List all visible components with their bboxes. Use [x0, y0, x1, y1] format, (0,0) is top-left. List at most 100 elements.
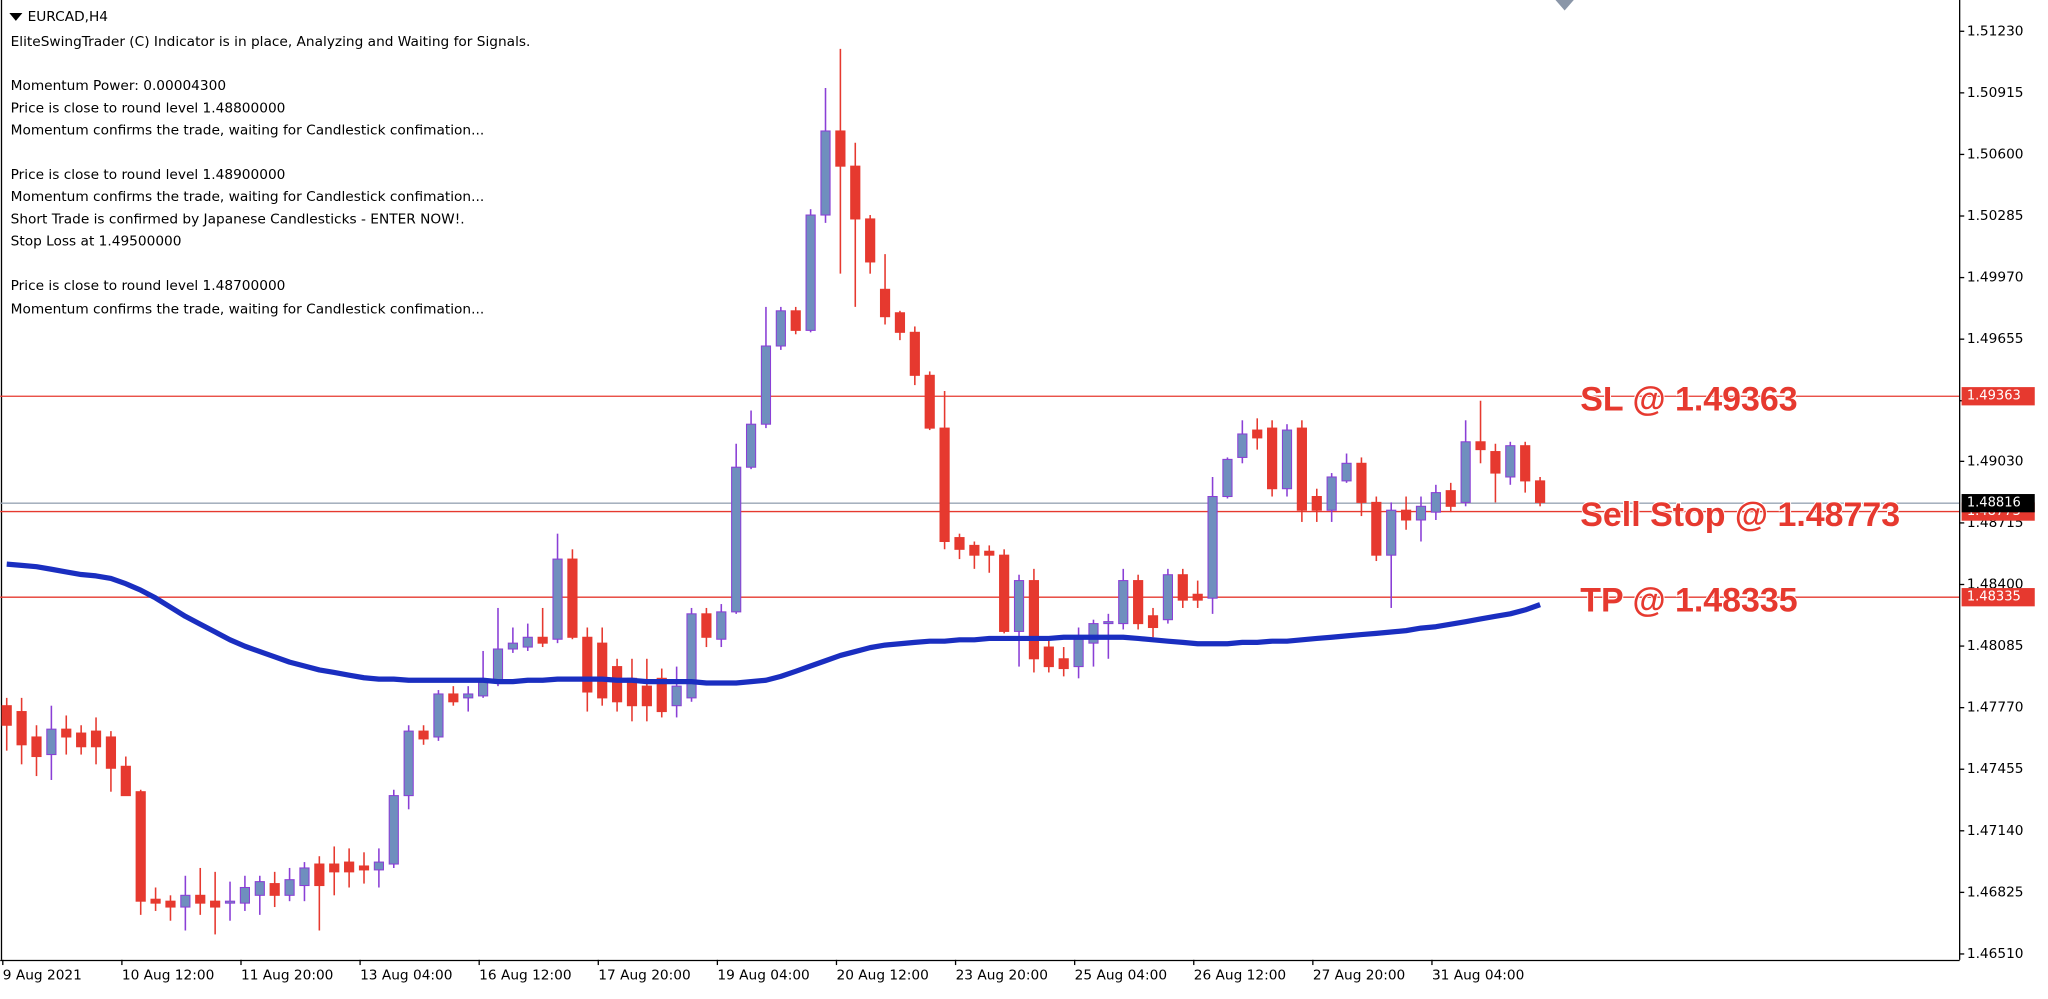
candle-body: [597, 642, 608, 699]
indicator-message: Stop Loss at 1.49500000: [11, 234, 182, 250]
candle-body: [1207, 496, 1218, 599]
candle-body: [1311, 496, 1322, 511]
candle-body: [210, 900, 221, 908]
candle-body: [269, 883, 280, 896]
candle-body: [403, 730, 414, 797]
y-tick-label: 1.51230: [1967, 23, 2024, 39]
candle-body: [567, 558, 578, 638]
candle-body: [865, 218, 876, 263]
candle-body: [61, 728, 72, 738]
indicator-message: Momentum Power: 0.00004300: [11, 78, 226, 94]
candle-body: [1103, 621, 1114, 625]
candle-body: [344, 861, 355, 873]
indicator-message: EliteSwingTrader (C) Indicator is in pla…: [11, 34, 531, 50]
candle-body: [1147, 615, 1159, 629]
y-tick-label: 1.49970: [1967, 270, 2024, 286]
x-tick-label: 23 Aug 20:00: [956, 967, 1048, 983]
y-tick-label: 1.50915: [1967, 85, 2024, 101]
candle-body: [1430, 492, 1441, 513]
candle-body: [775, 310, 786, 347]
x-tick-label: 20 Aug 12:00: [836, 967, 928, 983]
candle-body: [641, 685, 652, 707]
candle-body: [656, 677, 667, 713]
candle-body: [120, 765, 131, 797]
candle-body: [254, 881, 265, 896]
candle-body: [46, 728, 57, 756]
candle-body: [299, 867, 310, 887]
candle-body: [716, 611, 727, 640]
candle-body: [358, 865, 370, 871]
x-tick-label: 10 Aug 12:00: [122, 967, 214, 983]
candle-body: [105, 736, 117, 769]
level-price-label: 1.49363: [1967, 389, 2021, 404]
candle-body: [984, 550, 995, 556]
candle-body: [1371, 501, 1382, 556]
indicator-message: Price is close to round level 1.48800000: [11, 100, 286, 116]
candle-body: [760, 345, 772, 425]
candle-body: [1073, 638, 1084, 668]
candle-body: [731, 466, 742, 613]
candle-body: [745, 423, 757, 468]
candle-body: [1534, 480, 1546, 503]
x-tick-label: 11 Aug 20:00: [241, 967, 333, 983]
symbol-menu-arrow[interactable]: [9, 13, 23, 21]
candle-body: [418, 730, 429, 740]
y-tick-label: 1.49655: [1967, 331, 2024, 347]
candle-body: [1386, 509, 1397, 556]
candle-body: [999, 554, 1010, 632]
candle-body: [805, 214, 816, 331]
candle-body: [314, 863, 325, 887]
candle-body: [1460, 441, 1471, 503]
y-tick-label: 1.50600: [1967, 146, 2024, 162]
candle-body: [1326, 476, 1337, 511]
candle-body: [1192, 593, 1203, 601]
level-price-box: [1961, 588, 2035, 607]
x-tick-label: 27 Aug 20:00: [1313, 967, 1405, 983]
candle-body: [1341, 462, 1352, 482]
x-tick-label: 19 Aug 04:00: [717, 967, 809, 983]
candle-body: [373, 861, 384, 871]
candle-body: [463, 693, 474, 699]
x-tick-label: 13 Aug 04:00: [360, 967, 452, 983]
candle-body: [1296, 427, 1307, 511]
candle-body: [894, 312, 906, 333]
candle-body: [1013, 580, 1025, 632]
candle-body: [492, 648, 504, 683]
y-tick-label: 1.50285: [1967, 208, 2024, 224]
candle-body: [686, 613, 697, 699]
candle-body: [1, 705, 12, 726]
candle-body: [1267, 427, 1278, 490]
candle-body: [478, 681, 489, 697]
candle-body: [582, 636, 593, 693]
x-tick-label: 17 Aug 20:00: [598, 967, 690, 983]
candle-body: [924, 374, 935, 429]
level-annotation: TP @ 1.48335: [1580, 581, 1797, 619]
indicator-message: Price is close to round level 1.48900000: [11, 167, 286, 183]
candle-body: [1237, 433, 1248, 458]
candle-body: [1088, 623, 1099, 644]
candle-body: [1401, 509, 1412, 521]
moving-average-line: [6, 561, 1541, 686]
candle-body: [329, 863, 340, 873]
candle-body: [1505, 445, 1516, 478]
x-tick-label: 9 Aug 2021: [3, 967, 82, 983]
candle-body: [90, 730, 102, 748]
level-annotation: Sell Stop @ 1.48773: [1580, 496, 1900, 534]
indicator-message: Momentum confirms the trade, waiting for…: [11, 189, 485, 205]
candle-body: [180, 894, 191, 908]
candle-body: [1177, 574, 1188, 601]
chart-title: EURCAD,H4: [28, 9, 108, 25]
candle-body: [1475, 441, 1486, 451]
candle-body: [16, 711, 27, 746]
x-tick-label: 26 Aug 12:00: [1194, 967, 1286, 983]
candle-body: [76, 732, 87, 748]
indicator-message: Price is close to round level 1.48700000: [11, 278, 286, 294]
candle-body: [1445, 490, 1456, 507]
candle-body: [954, 537, 965, 550]
candle-body: [1520, 445, 1531, 482]
candle-body: [31, 736, 42, 758]
candle-body: [1162, 574, 1174, 621]
y-tick-label: 1.47770: [1967, 700, 2024, 716]
candle-body: [909, 331, 920, 376]
candle-body: [1058, 658, 1069, 670]
